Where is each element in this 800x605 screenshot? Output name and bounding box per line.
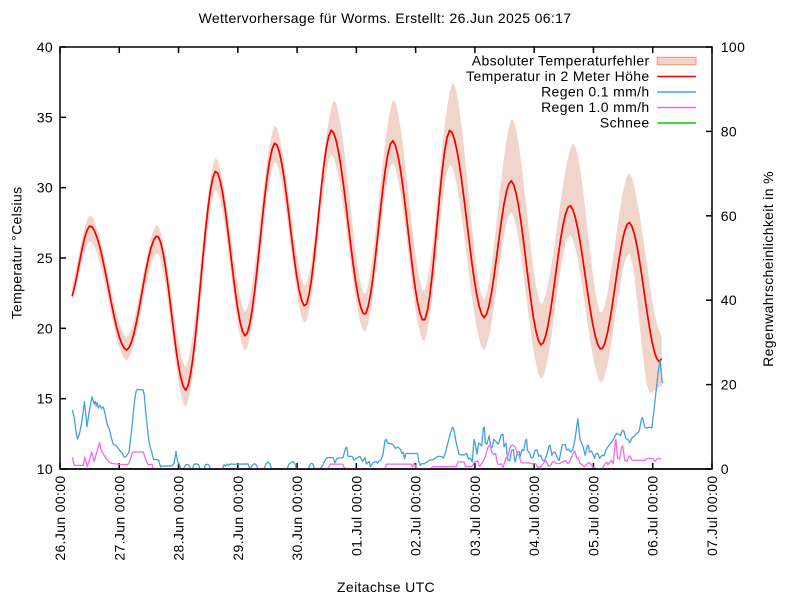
svg-text:30.Jun 00:00: 30.Jun 00:00: [289, 476, 305, 561]
svg-text:Regenwahrscheinlichkeit in %: Regenwahrscheinlichkeit in %: [760, 171, 776, 367]
svg-text:Regen 0.1 mm/h: Regen 0.1 mm/h: [541, 84, 649, 100]
svg-text:01.Jul 00:00: 01.Jul 00:00: [348, 476, 364, 556]
svg-text:40: 40: [721, 292, 737, 308]
svg-text:30: 30: [37, 180, 53, 196]
svg-text:35: 35: [37, 109, 53, 125]
svg-text:80: 80: [721, 123, 737, 139]
svg-text:Schnee: Schnee: [600, 115, 650, 131]
svg-text:29.Jun 00:00: 29.Jun 00:00: [230, 476, 246, 561]
svg-text:15: 15: [37, 391, 53, 407]
svg-text:06.Jul 00:00: 06.Jul 00:00: [645, 476, 661, 556]
svg-text:Temperatur in 2 Meter Höhe: Temperatur in 2 Meter Höhe: [466, 68, 649, 84]
svg-text:27.Jun 00:00: 27.Jun 00:00: [111, 476, 127, 561]
svg-text:10: 10: [37, 461, 53, 477]
svg-text:07.Jul 00:00: 07.Jul 00:00: [704, 476, 720, 556]
svg-text:Zeitachse UTC: Zeitachse UTC: [337, 579, 435, 595]
svg-text:26.Jun 00:00: 26.Jun 00:00: [52, 476, 68, 561]
svg-text:04.Jul 00:00: 04.Jul 00:00: [526, 476, 542, 556]
svg-text:Absoluter Temperaturfehler: Absoluter Temperaturfehler: [472, 53, 650, 69]
svg-text:02.Jul 00:00: 02.Jul 00:00: [408, 476, 424, 556]
svg-text:Regen 1.0 mm/h: Regen 1.0 mm/h: [541, 99, 649, 115]
svg-text:20: 20: [37, 320, 53, 336]
svg-text:100: 100: [721, 39, 745, 55]
svg-text:25: 25: [37, 250, 53, 266]
svg-text:Wettervorhersage für Worms. Er: Wettervorhersage für Worms. Erstellt: 26…: [199, 10, 572, 26]
svg-text:Temperatur °Celsius: Temperatur °Celsius: [9, 187, 25, 320]
svg-text:20: 20: [721, 377, 737, 393]
svg-text:0: 0: [721, 461, 729, 477]
svg-text:60: 60: [721, 208, 737, 224]
svg-text:28.Jun 00:00: 28.Jun 00:00: [171, 476, 187, 561]
svg-text:03.Jul 00:00: 03.Jul 00:00: [467, 476, 483, 556]
svg-text:05.Jul 00:00: 05.Jul 00:00: [585, 476, 601, 556]
svg-text:40: 40: [37, 39, 53, 55]
